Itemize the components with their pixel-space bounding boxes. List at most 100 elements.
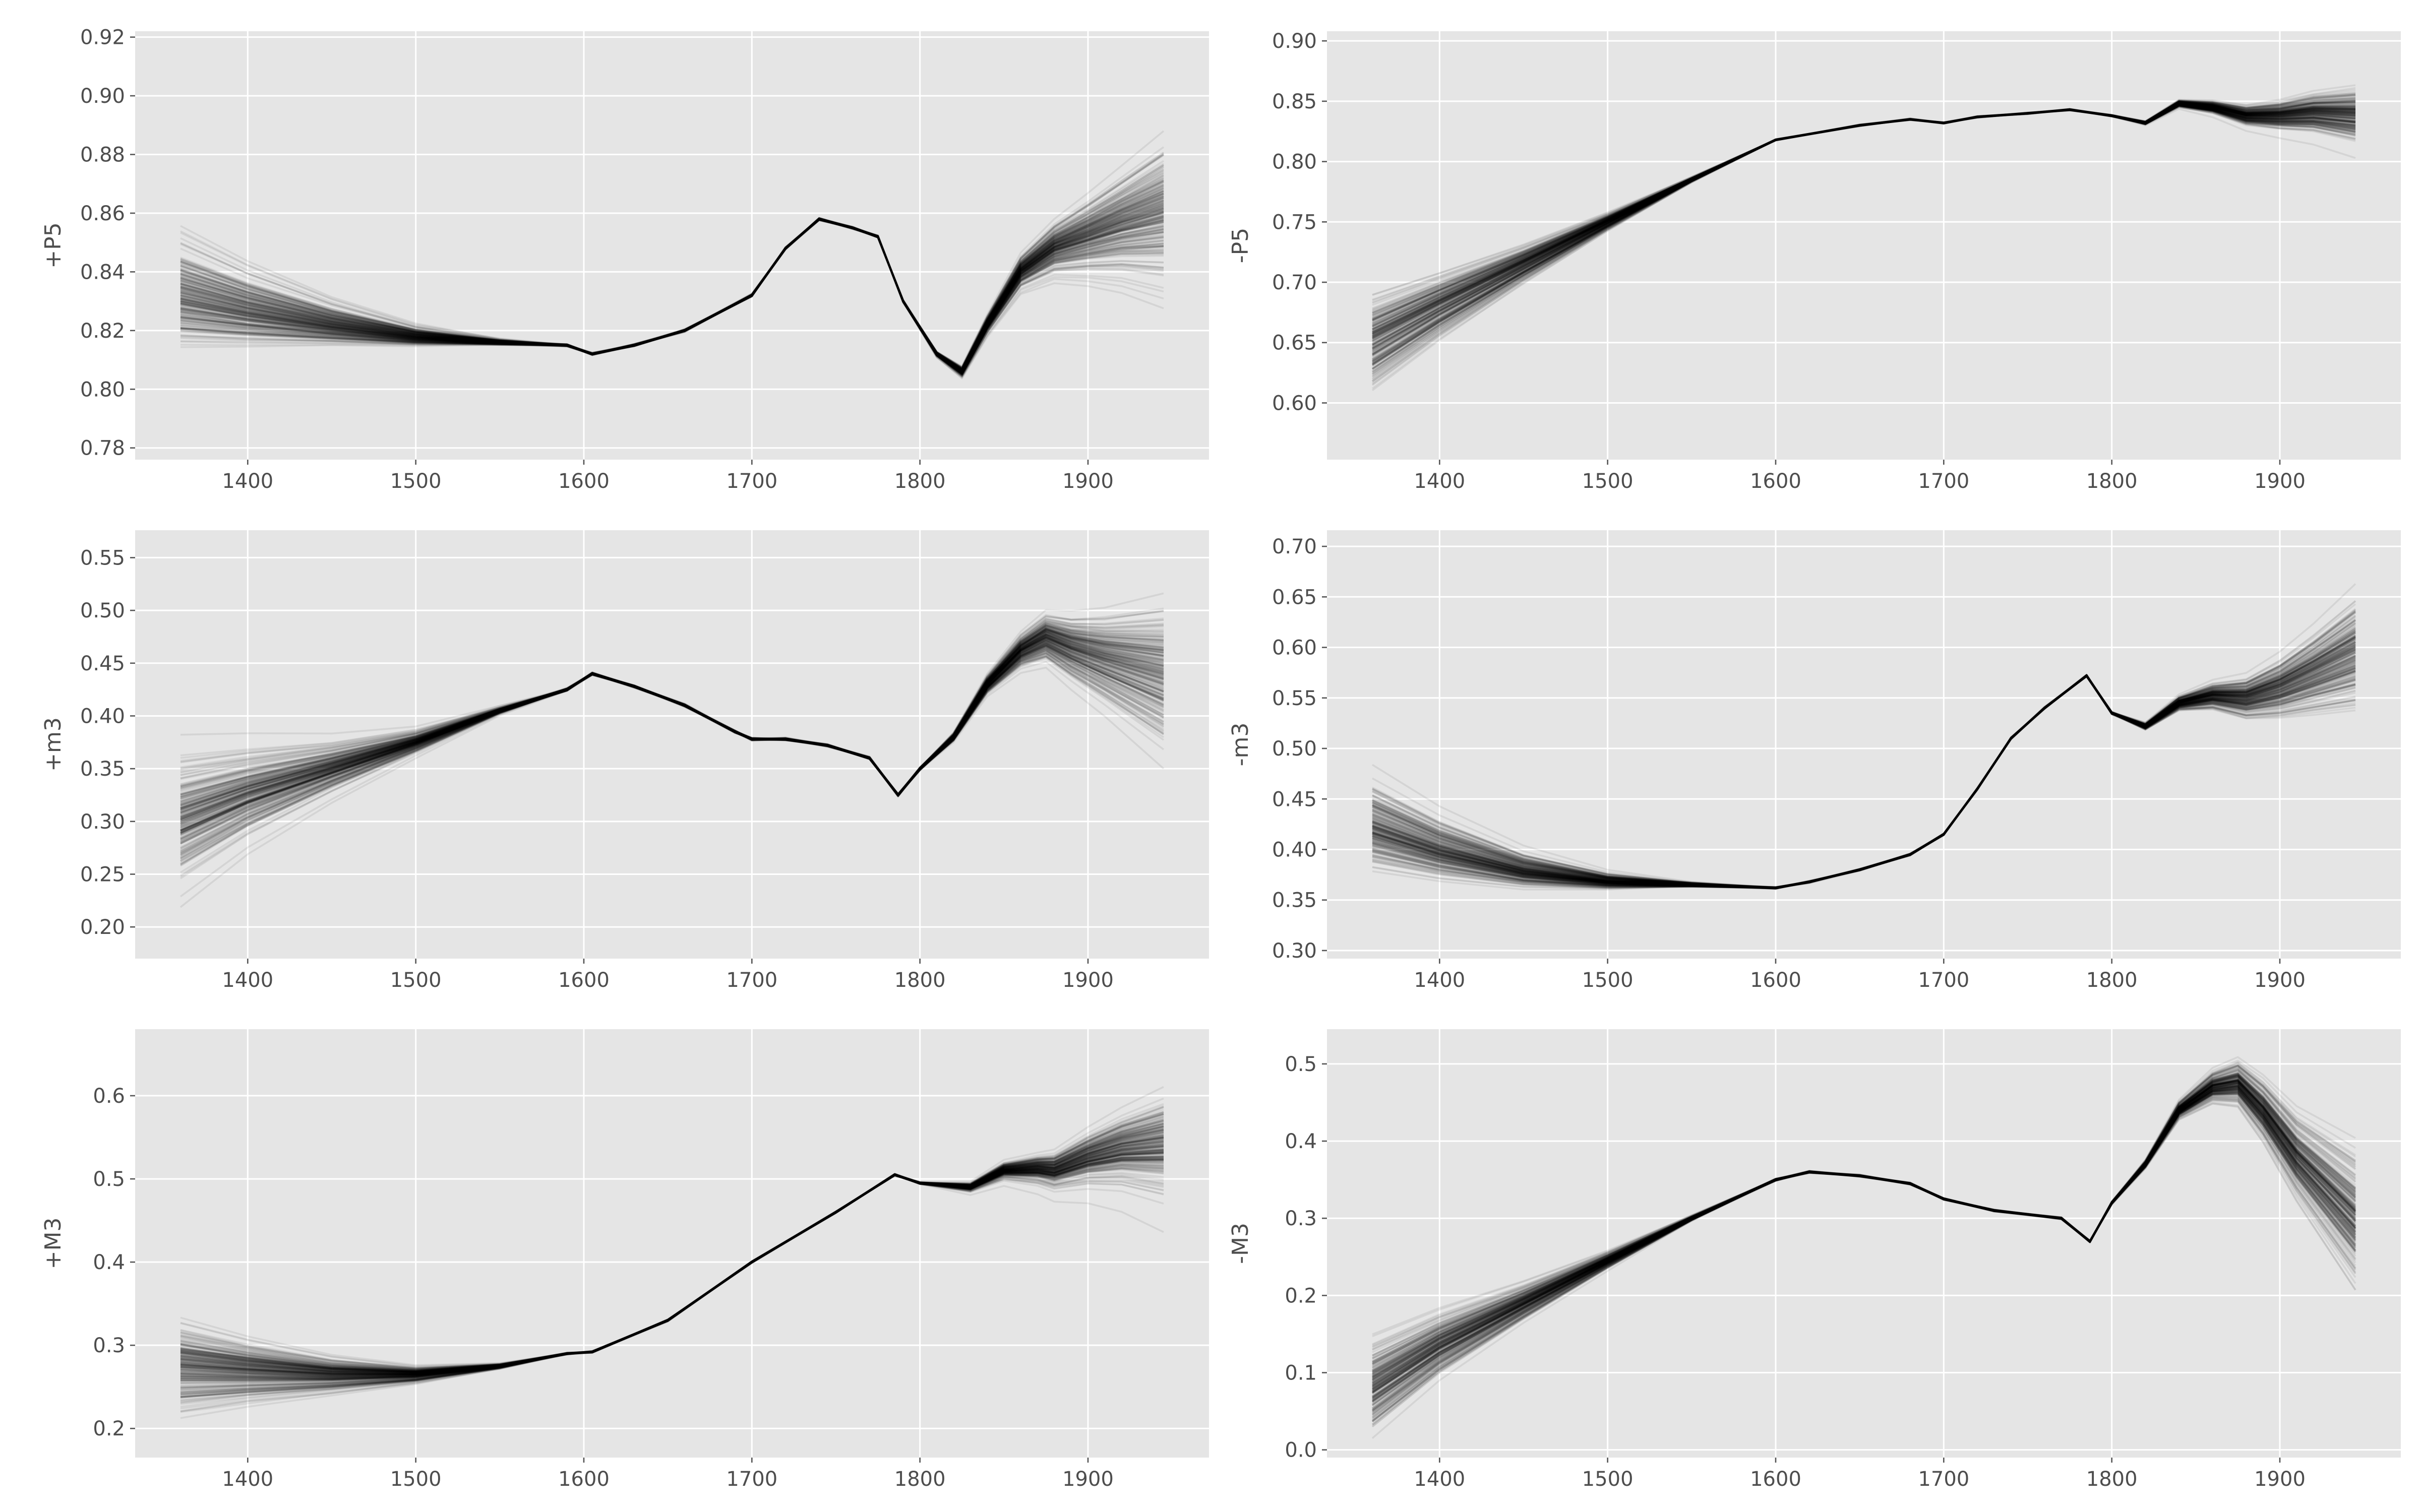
series-line (1372, 674, 2356, 889)
series-line (1372, 102, 2356, 316)
series-line (1372, 610, 2356, 889)
series-line (180, 217, 1164, 377)
series-line (1372, 104, 2356, 369)
series-line (1372, 1085, 2356, 1375)
x-tick-label: 1400 (1414, 1468, 1465, 1491)
series-line (180, 1129, 1164, 1375)
series-line (1372, 674, 2356, 889)
series-line (180, 1113, 1164, 1373)
series-line (180, 1119, 1164, 1373)
plot-area (1327, 31, 2401, 460)
series-line (180, 203, 1164, 372)
series-line (180, 634, 1164, 806)
series-line (1372, 619, 2356, 889)
series-line (1372, 101, 2356, 355)
series-line (1372, 102, 2356, 340)
series-line (1372, 619, 2356, 889)
series-line (1372, 102, 2356, 365)
series-line (180, 1174, 1164, 1398)
series-line (180, 219, 1164, 375)
series-line (180, 218, 1164, 374)
series-line (180, 1129, 1164, 1378)
series-line (180, 1137, 1164, 1372)
series-line (1371, 1079, 2356, 1406)
series-line (180, 640, 1164, 796)
series-line (180, 1142, 1164, 1373)
series-line (180, 1148, 1164, 1373)
series-line (180, 1157, 1164, 1394)
series-line (180, 1137, 1164, 1374)
series-line (1372, 1078, 2356, 1381)
x-tick-label: 1400 (222, 969, 273, 992)
series-line (180, 643, 1164, 800)
series-line (1372, 1083, 2356, 1365)
series-line (180, 626, 1164, 797)
series-line (1372, 1073, 2356, 1363)
series-line (180, 644, 1164, 866)
series-line (1371, 1090, 2356, 1439)
series-line (1372, 104, 2356, 364)
series-line (1372, 644, 2356, 889)
series-line (180, 632, 1164, 827)
x-tick-label: 1700 (1918, 969, 1969, 992)
series-line (1372, 103, 2356, 335)
series-line (180, 632, 1164, 807)
series-line (180, 1173, 1164, 1376)
series-line (1371, 1085, 2356, 1401)
series-line (180, 609, 1164, 841)
series-line (180, 625, 1164, 856)
series-line (1372, 104, 2356, 296)
series-line (1372, 102, 2356, 321)
series-line (1372, 657, 2356, 889)
series-line (1372, 1088, 2356, 1394)
series-line (180, 643, 1164, 832)
series-line (180, 1144, 1164, 1377)
series-line (180, 197, 1164, 372)
series-line (1371, 1099, 2356, 1403)
series-line (1372, 1082, 2356, 1386)
series-line (1372, 102, 2356, 333)
series-line (180, 622, 1164, 813)
series-line (1372, 1074, 2356, 1380)
y-tick-label: 0.4 (93, 1251, 125, 1274)
series-line (1371, 1080, 2356, 1402)
series-line (180, 622, 1164, 848)
series-line (1372, 619, 2356, 889)
series-line (180, 210, 1164, 373)
series-line (180, 212, 1164, 372)
series-line (1372, 103, 2356, 356)
series-line (1372, 104, 2356, 347)
series-line (180, 217, 1164, 374)
series-line (180, 649, 1164, 821)
series-line (180, 624, 1164, 829)
y-tick-label: 0.78 (80, 437, 125, 460)
series-line (180, 633, 1164, 835)
y-tick-label: 0.2 (1285, 1284, 1317, 1307)
series-line (1372, 663, 2356, 890)
series-line (180, 648, 1164, 816)
series-line (180, 218, 1164, 374)
series-line (180, 624, 1164, 811)
series-line (180, 621, 1164, 821)
series-line (1372, 645, 2356, 889)
series-line (180, 642, 1164, 796)
series-line (1372, 1075, 2356, 1379)
series-line (180, 1146, 1164, 1372)
series-line (180, 1148, 1164, 1377)
series-line (180, 217, 1164, 376)
series-line (1371, 104, 2356, 384)
series-line (180, 218, 1164, 374)
series-line (180, 209, 1164, 372)
series-line (1372, 636, 2356, 889)
series-line (180, 1158, 1164, 1375)
series-line (180, 631, 1164, 835)
series-line (180, 193, 1164, 372)
series-line (180, 1126, 1164, 1374)
series-line (180, 180, 1164, 370)
series-line (180, 1121, 1164, 1374)
series-line (180, 192, 1164, 371)
x-tick-label: 1400 (1414, 470, 1465, 493)
series-line (1372, 661, 2356, 890)
series-line (1372, 628, 2356, 890)
y-tick-label: 0.4 (1285, 1130, 1317, 1153)
